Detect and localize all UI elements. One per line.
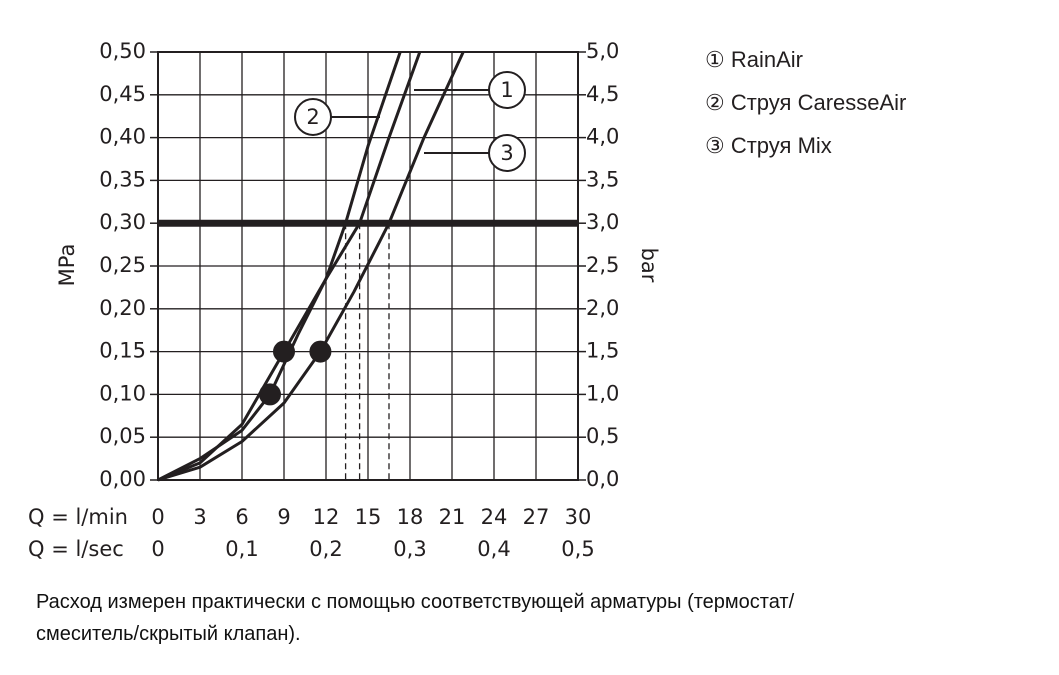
y2-tick-label: 4,5 <box>586 82 619 106</box>
note: Расход измерен практически с помощью соо… <box>36 586 1036 650</box>
x-tick-label: 30 <box>565 505 592 529</box>
note-line: Расход измерен практически с помощью соо… <box>36 591 795 613</box>
y2-axis-label: bar <box>637 248 661 283</box>
y-tick-label: 0,10 <box>99 381 146 405</box>
x-tick-label: 6 <box>235 505 248 529</box>
x-tick-label: 24 <box>481 505 508 529</box>
x-tick-label: 9 <box>277 505 290 529</box>
y-tick-label: 0,30 <box>99 210 146 234</box>
plot-frame <box>157 51 579 481</box>
x-tick-label: 3 <box>193 505 206 529</box>
y2-tick-label: 1,5 <box>586 339 619 363</box>
y2-tick-label: 2,5 <box>586 253 619 277</box>
x-tick-label: 12 <box>313 505 340 529</box>
series-line <box>157 51 422 482</box>
x2-tick-label: 0,2 <box>309 537 342 561</box>
operating-point <box>259 383 281 406</box>
x-tick-label: 21 <box>439 505 466 529</box>
y2-tick-label: 0,0 <box>586 467 619 491</box>
callout-circle <box>488 134 526 172</box>
legend-entry: ③ Струя Mix <box>705 133 832 158</box>
callout-label: 2 <box>306 105 319 129</box>
y-tick-label: 0,35 <box>99 167 146 191</box>
note-line: смеситель/скрытый клапан). <box>36 623 301 645</box>
x2-tick-label: 0,3 <box>393 537 426 561</box>
y2-tick-label: 5,0 <box>586 39 619 63</box>
y2-tick-label: 4,0 <box>586 125 619 149</box>
y-axis-label: MPa <box>55 244 79 287</box>
y-tick-label: 0,25 <box>99 253 146 277</box>
callout-circle <box>488 71 526 109</box>
y-tick-label: 0,40 <box>99 125 146 149</box>
y-tick-label: 0,15 <box>99 339 146 363</box>
y2-tick-label: 3,5 <box>586 167 619 191</box>
y2-tick-label: 2,0 <box>586 296 619 320</box>
legend-entry: ① RainAir <box>705 47 803 72</box>
x-tick-label: 0 <box>151 505 164 529</box>
y-tick-label: 0,50 <box>99 39 146 63</box>
operating-point <box>309 340 332 363</box>
callout-label: 3 <box>500 141 513 165</box>
x2-tick-label: 0,1 <box>225 537 258 561</box>
y-tick-label: 0,00 <box>99 467 146 491</box>
x2-tick-label: 0,5 <box>561 537 594 561</box>
y-tick-label: 0,05 <box>99 424 146 448</box>
y2-tick-label: 1,0 <box>586 381 619 405</box>
x-tick-label: 27 <box>523 505 550 529</box>
callout-circle <box>294 98 332 136</box>
series-line <box>157 51 402 482</box>
x2-tick-label: 0,4 <box>477 537 510 561</box>
x-axis-label: Q = l/min <box>28 505 128 529</box>
chart: MPa bar Q = l/min Q = l/sec 0,000,050,10… <box>28 39 906 561</box>
operating-point <box>273 340 295 363</box>
callout-label: 1 <box>500 78 513 102</box>
x-tick-label: 18 <box>397 505 424 529</box>
y-tick-label: 0,20 <box>99 296 146 320</box>
y2-tick-label: 3,0 <box>586 210 619 234</box>
x2-tick-label: 0 <box>151 537 164 561</box>
legend-entry: ② Струя CaresseAir <box>705 90 906 115</box>
y-tick-label: 0,45 <box>99 82 146 106</box>
x-tick-label: 15 <box>355 505 382 529</box>
x2-axis-label: Q = l/sec <box>28 537 124 561</box>
y2-tick-label: 0,5 <box>586 424 619 448</box>
